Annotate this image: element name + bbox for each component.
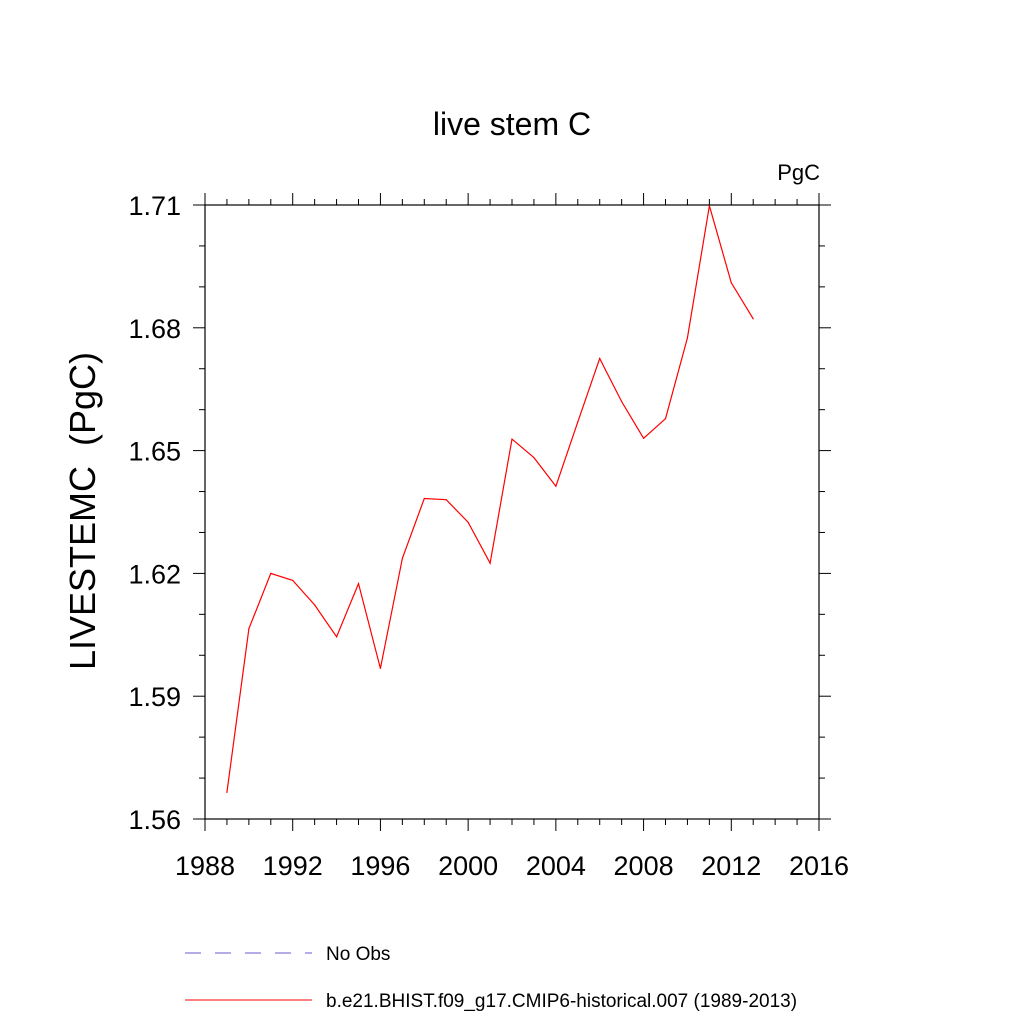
data-point — [533, 456, 535, 459]
data-point — [467, 521, 469, 523]
data-point — [357, 583, 360, 585]
x-tick-label: 1988 — [175, 851, 235, 881]
x-tick-label: 2000 — [438, 851, 498, 881]
data-point — [379, 667, 382, 669]
data-point — [489, 562, 491, 564]
data-point — [314, 604, 316, 606]
units-label: PgC — [777, 160, 820, 185]
data-point — [752, 318, 754, 320]
y-tick-label: 1.56 — [128, 805, 181, 835]
x-tick-label: 2012 — [701, 851, 761, 881]
y-tick-label: 1.62 — [128, 559, 181, 589]
legend: No Obs b.e21.BHIST.f09_g17.CMIP6-historic… — [185, 944, 797, 1012]
data-point — [445, 499, 447, 501]
data-point — [621, 400, 623, 403]
x-tick-label: 2004 — [526, 851, 586, 881]
chart-title: live stem C — [433, 106, 591, 142]
data-point — [686, 337, 689, 339]
y-tick-label: 1.71 — [128, 191, 181, 221]
data-point — [708, 205, 710, 207]
data-point — [577, 421, 579, 423]
x-tick-label: 2016 — [789, 851, 849, 881]
data-point — [248, 628, 250, 630]
data-point — [292, 579, 294, 581]
data-point — [226, 791, 228, 793]
y-tick-label: 1.68 — [128, 314, 181, 344]
data-point — [555, 485, 557, 487]
data-point — [664, 418, 667, 420]
x-tick-label: 1996 — [350, 851, 410, 881]
data-point — [730, 282, 732, 284]
legend-label: b.e21.BHIST.f09_g17.CMIP6-historical.007… — [326, 991, 797, 1012]
data-point — [599, 357, 601, 360]
series-line — [226, 205, 754, 793]
y-tick-label: 1.65 — [128, 437, 181, 467]
y-tick-label: 1.59 — [128, 682, 181, 712]
data-point — [511, 438, 513, 440]
data-point — [401, 557, 403, 559]
plot-frame — [204, 204, 820, 820]
data-point — [642, 437, 645, 439]
y-axis-label: LIVESTEMC (PgC) — [62, 352, 103, 670]
data-point — [335, 636, 338, 638]
x-tick-label: 1992 — [263, 851, 323, 881]
legend-label: No Obs — [326, 944, 390, 965]
data-point — [423, 497, 425, 500]
x-tick-label: 2008 — [614, 851, 674, 881]
data-point — [270, 572, 272, 575]
